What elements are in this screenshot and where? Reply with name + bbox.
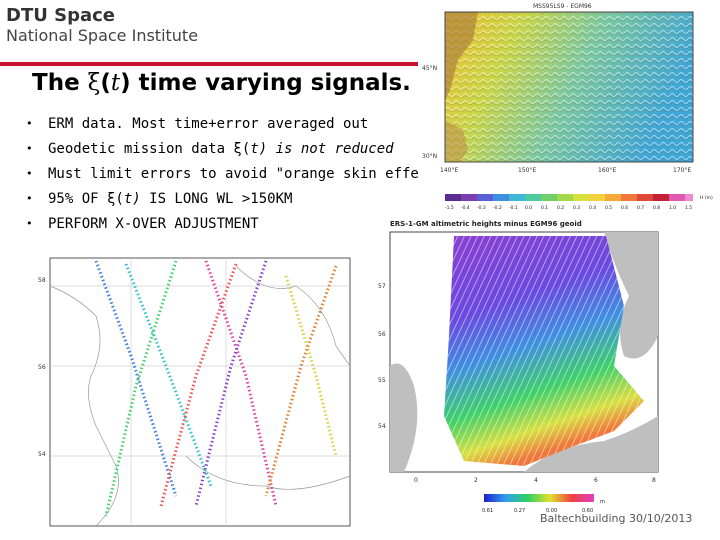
lon-label: 6 <box>594 477 598 484</box>
bullet-text: PERFORM X-OVER ADJUSTMENT <box>48 216 259 232</box>
lon-label: 4 <box>534 477 538 484</box>
scale-unit: m <box>600 499 605 505</box>
logo-line-1: DTU Space <box>6 5 115 26</box>
scale-tick-label: -0.3 <box>477 205 486 211</box>
dtu-logo: DTU Space National Space Institute <box>6 6 198 46</box>
bullet-item: Geodetic mission data ξ(t) is not reduce… <box>26 139 444 164</box>
scale-label: 0.60 <box>582 508 593 514</box>
slide-title: The ξ(t) time varying signals. <box>32 70 411 96</box>
color-scale-bar <box>484 494 594 502</box>
bullet-item: ERM data. Most time+error averaged out <box>26 114 444 139</box>
title-suffix: time varying signals. <box>130 70 411 96</box>
scale-tick-label: -0.1 <box>509 205 518 211</box>
lat-label: 30°N <box>422 153 437 160</box>
land-mass <box>524 416 658 472</box>
title-t: t <box>110 70 121 96</box>
lat-label: 54 <box>378 423 386 430</box>
lat-label: 45°N <box>422 65 437 72</box>
map-right-title: ERS-1-GM altimetric heights minus EGM96 … <box>390 220 582 228</box>
scale-label: 0.61 <box>482 508 493 514</box>
bullet-text: 95% OF ξ( <box>48 191 124 207</box>
lon-label: 160°E <box>598 167 616 174</box>
land-mass <box>390 363 418 472</box>
bullet-text: Geodetic mission data ξ( <box>48 141 251 157</box>
lon-label: 8 <box>652 477 656 484</box>
footer-text: Baltechbuilding 30/10/2013 <box>540 512 693 525</box>
scale-tick-label: 1.5 <box>685 205 692 211</box>
scale-tick-label: 0.8 <box>653 205 660 211</box>
lat-label: 55 <box>378 377 386 384</box>
title-paren-close: ) <box>120 70 131 96</box>
scale-tick-label: 0.3 <box>573 205 580 211</box>
scale-label: 0.00 <box>546 508 557 514</box>
lon-label: 170°E <box>673 167 691 174</box>
satellite-track-map: 58 56 54 <box>38 257 351 527</box>
land-mass <box>604 232 658 359</box>
scale-tick-label: 1.0 <box>669 205 676 211</box>
scale-tick-label: 0.6 <box>621 205 628 211</box>
lat-label: 58 <box>38 277 46 284</box>
scale-label: 0.27 <box>514 508 525 514</box>
bullet-text: ERM data. Most time+error averaged out <box>48 116 369 132</box>
lat-label: 56 <box>38 364 46 371</box>
lon-label: 140°E <box>440 167 458 174</box>
scale-tick-label: 0.4 <box>589 205 596 211</box>
ers1-altimetry-map: ERS-1-GM altimetric heights minus EGM96 … <box>378 220 659 514</box>
lat-label: 57 <box>378 283 386 290</box>
altimetry-track-texture <box>444 236 644 466</box>
title-xi: ξ <box>87 70 101 96</box>
bullet-text-post: IS LONG WL >150KM <box>140 191 293 207</box>
land-mass <box>445 120 468 162</box>
lon-label: 2 <box>474 477 478 484</box>
bullet-italic: t) <box>123 191 141 207</box>
ground-tracks <box>94 260 338 517</box>
scale-unit: H (m) <box>700 195 713 201</box>
bullet-text: Must limit errors to avoid "orange skin … <box>48 166 445 182</box>
bullet-item: PERFORM X-OVER ADJUSTMENT <box>26 214 444 239</box>
scale-tick-label: 0.5 <box>605 205 612 211</box>
bullet-list: ERM data. Most time+error averaged out G… <box>26 114 444 239</box>
color-scale-bar <box>445 194 693 201</box>
ocean-texture <box>445 12 693 162</box>
scale-tick-label: 0.2 <box>557 205 564 211</box>
sea-surface-anomaly-map: MSS95LS9 - EGM96 45°N 30°N 140°E 150°E 1… <box>418 0 720 212</box>
lat-label: 56 <box>378 331 386 338</box>
map-top-header: MSS95LS9 - EGM96 <box>533 3 592 10</box>
bullet-item: Must limit errors to avoid "orange skin … <box>26 164 444 189</box>
bullet-item: 95% OF ξ(t) IS LONG WL >150KM <box>26 189 444 214</box>
scale-tick-label: -0.2 <box>493 205 502 211</box>
title-accent-bar <box>0 62 418 66</box>
title-paren-open: ( <box>100 70 111 96</box>
title-prefix: The <box>32 70 88 96</box>
lon-label: 0 <box>414 477 418 484</box>
scale-tick-label: 0.0 <box>525 205 532 211</box>
bullet-italic: t) is not reduced <box>250 141 394 157</box>
logo-line-2: National Space Institute <box>6 26 199 45</box>
scale-tick-label: 0.7 <box>637 205 644 211</box>
lon-label: 150°E <box>518 167 536 174</box>
scale-tick-label: -1.5 <box>445 205 454 211</box>
lat-label: 54 <box>38 451 46 458</box>
scale-tick-label: -0.4 <box>461 205 470 211</box>
land-mass <box>445 12 478 100</box>
scale-tick-label: 0.1 <box>541 205 548 211</box>
